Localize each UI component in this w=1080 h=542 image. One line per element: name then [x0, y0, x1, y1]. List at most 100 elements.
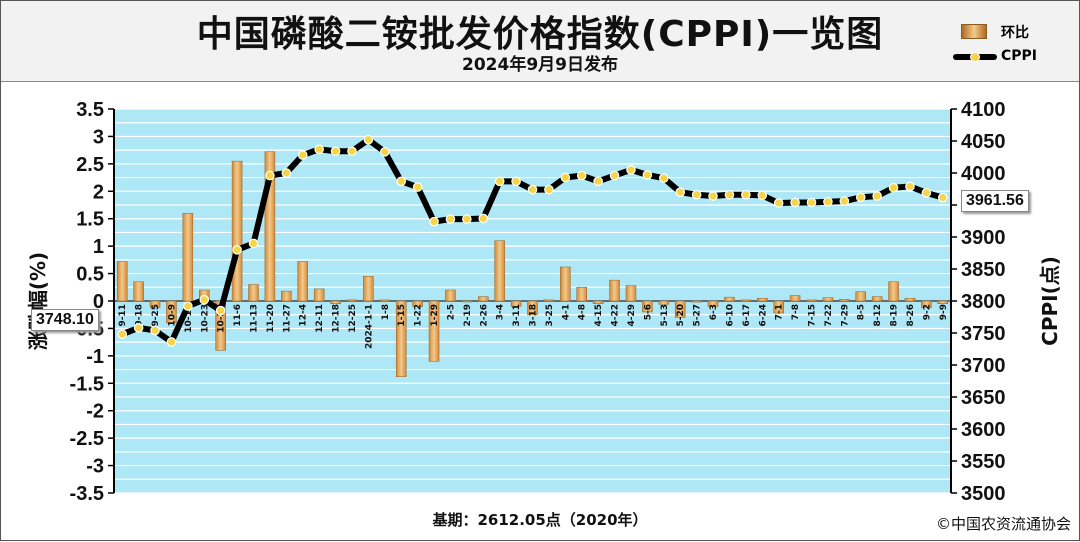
cppi-point — [199, 294, 210, 305]
bar-mom — [313, 288, 325, 302]
x-tick-label: 4-8 — [578, 304, 588, 320]
x-tick-label: 5-27 — [693, 304, 703, 327]
bar-mom — [428, 300, 440, 362]
left-tick-label: 1.5 — [76, 209, 104, 231]
cppi-point — [921, 188, 932, 198]
cppi-point — [757, 190, 768, 201]
cppi-point — [773, 198, 784, 208]
x-tick-label: 11-20 — [266, 304, 276, 333]
right-tick-label: 4100 — [961, 99, 1006, 121]
x-tick-label: 6-24 — [758, 304, 768, 327]
bar-mom — [871, 296, 883, 302]
cppi-point — [724, 189, 735, 200]
left-tick-label: -1 — [86, 346, 104, 368]
x-tick-label: 5-20 — [676, 304, 686, 327]
x-tick-label: 10-9 — [167, 304, 177, 327]
cppi-point — [297, 150, 308, 160]
cppi-point — [396, 176, 407, 187]
x-tick-label: 8-5 — [857, 304, 867, 320]
cppi-point — [527, 184, 538, 195]
chart-header: 中国磷酸二铵批发价格指数(CPPI)一览图 2024年9月9日发布 环比 CPP… — [1, 1, 1079, 82]
x-tick-label: 3-11 — [512, 304, 522, 327]
bar-mom — [363, 276, 374, 302]
cppi-point — [281, 168, 292, 178]
bar-mom — [576, 287, 587, 302]
right-tick-label: 3550 — [961, 451, 1006, 473]
cppi-point — [741, 189, 751, 200]
legend: 环比 CPPI — [953, 21, 1073, 73]
cppi-point — [560, 172, 571, 183]
x-tick-label: 9-11 — [118, 304, 128, 327]
cppi-point — [265, 170, 275, 181]
cppi-point — [593, 176, 603, 187]
left-tick-label: -3.5 — [70, 483, 104, 505]
bar-mom — [494, 240, 505, 302]
bar-mom — [707, 300, 719, 307]
x-tick-label: 12-4 — [299, 304, 309, 327]
bar-mom — [592, 300, 604, 304]
cppi-point — [839, 196, 850, 206]
bar-mom — [297, 261, 308, 302]
x-tick-label: 6-10 — [725, 304, 735, 327]
left-tick-label: -2 — [86, 401, 104, 423]
cppi-point — [248, 238, 259, 249]
x-tick-label: 11-13 — [250, 304, 260, 333]
cppi-point — [166, 337, 177, 347]
cppi-point — [872, 191, 882, 201]
x-tick-label: 9-25 — [151, 304, 161, 327]
legend-item-bar: 环比 — [953, 21, 1073, 41]
x-tick-label: 12-18 — [332, 304, 342, 333]
right-tick-label: 3800 — [961, 291, 1006, 313]
bar-mom — [609, 279, 620, 302]
cppi-point — [494, 176, 505, 187]
left-tick-label: 0 — [93, 291, 104, 313]
cppi-point — [626, 165, 636, 175]
right-tick-label: 3750 — [961, 323, 1006, 345]
x-tick-label: 10-23 — [200, 304, 210, 333]
cppi-point — [429, 216, 439, 227]
cppi-point — [314, 144, 324, 155]
x-tick-label: 9-18 — [135, 304, 145, 327]
bar-mom — [904, 298, 916, 302]
left-tick-label: 2.5 — [76, 154, 104, 176]
cppi-point — [823, 197, 833, 207]
right-tick-label: 3500 — [961, 483, 1006, 505]
cppi-point — [232, 245, 242, 255]
bar-mom — [921, 300, 932, 308]
x-tick-label: 3-25 — [545, 304, 555, 327]
x-tick-label: 4-29 — [627, 304, 637, 327]
right-tick-label: 3850 — [961, 259, 1006, 281]
cppi-point — [708, 191, 718, 201]
cppi-point — [675, 187, 686, 197]
bar-mom — [543, 299, 555, 302]
cppi-point — [790, 197, 800, 208]
x-tick-label: 7-8 — [791, 304, 801, 320]
bar-mom — [757, 298, 768, 302]
base-period-note: 基期：2612.05点（2020年） — [432, 511, 648, 529]
bar-mom — [888, 281, 899, 302]
callout-last-value: 3961.56 — [961, 190, 1029, 212]
x-tick-label: 12-25 — [348, 304, 358, 333]
cppi-point — [330, 146, 341, 157]
cppi-point — [855, 192, 866, 203]
bar-mom — [510, 300, 522, 307]
legend-line-marker — [970, 52, 980, 62]
bar-mom — [625, 285, 637, 302]
chart-title: 中国磷酸二铵批发价格指数(CPPI)一览图 — [196, 14, 884, 55]
left-tick-label: -2.5 — [70, 428, 104, 450]
cppi-point — [150, 325, 160, 336]
bar-mom — [527, 300, 538, 315]
cppi-point — [642, 170, 653, 180]
bar-mom — [642, 300, 653, 313]
bar-mom — [773, 300, 784, 314]
right-tick-label: 3900 — [961, 227, 1006, 249]
left-tick-label: 3 — [93, 126, 104, 148]
bar-mom — [330, 300, 341, 304]
cppi-point — [445, 214, 456, 224]
bar-mom — [461, 300, 473, 303]
bar-mom — [231, 160, 243, 302]
x-tick-label: 5-6 — [643, 304, 653, 320]
x-tick-label: 5-13 — [660, 304, 670, 327]
cppi-point — [412, 182, 423, 192]
left-axis-title: 涨跌幅(%) — [26, 252, 50, 350]
